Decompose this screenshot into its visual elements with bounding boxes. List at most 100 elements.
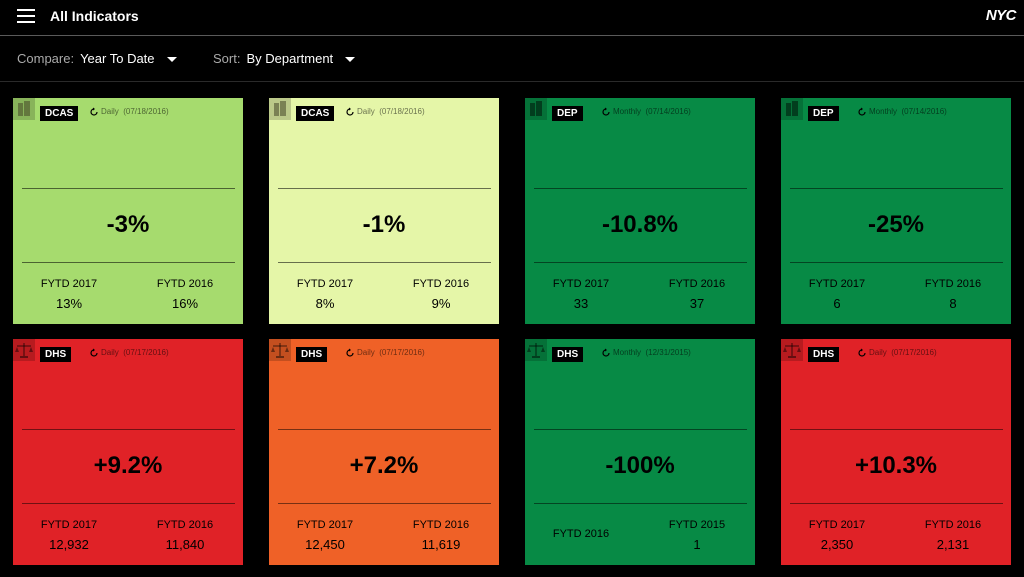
period-previous: FYTD 2016 16% xyxy=(135,278,235,311)
scales-icon xyxy=(525,339,547,361)
period-previous-value: 16% xyxy=(171,296,199,311)
period-previous-value: 11,840 xyxy=(165,537,205,552)
update-date: (07/17/2016) xyxy=(379,348,425,357)
period-current-value: 12,932 xyxy=(49,537,89,552)
period-previous-label: FYTD 2016 xyxy=(156,278,214,290)
indicator-card[interactable]: DEP Monthly (07/14/2016) -25% FYTD 2017 … xyxy=(781,98,1011,324)
period-current-label: FYTD 2017 xyxy=(40,278,98,290)
update-date: (12/31/2015) xyxy=(645,348,691,357)
department-badge: DCAS xyxy=(40,106,79,121)
indicator-card[interactable]: DHS Monthly (12/31/2015) -100% FYTD 2016… xyxy=(525,339,755,565)
department-badge: DHS xyxy=(40,347,72,362)
refresh-icon xyxy=(345,348,357,357)
compare-value: Year To Date xyxy=(80,51,155,66)
period-previous-label: FYTD 2016 xyxy=(156,519,214,531)
update-frequency: Daily (07/17/2016) xyxy=(89,347,169,359)
period-current-label: FYTD 2017 xyxy=(808,278,866,290)
change-percent: +7.2% xyxy=(349,452,419,479)
compare-label: Compare: xyxy=(17,51,75,66)
card-header: DHS Daily (07/17/2016) xyxy=(781,339,1011,362)
period-current-label: FYTD 2017 xyxy=(40,519,98,531)
frequency-label: Daily xyxy=(101,348,119,357)
period-current: FYTD 2017 12,932 xyxy=(19,519,119,552)
indicator-card[interactable]: DCAS Daily (07/18/2016) -3% FYTD 2017 13… xyxy=(13,98,243,324)
scales-icon xyxy=(13,339,35,361)
card-header: DHS Daily (07/17/2016) xyxy=(13,339,243,362)
update-date: (07/17/2016) xyxy=(123,348,169,357)
divider xyxy=(534,188,747,189)
chevron-down-icon xyxy=(345,57,356,63)
update-frequency: Daily (07/17/2016) xyxy=(345,347,425,359)
period-current: FYTD 2017 8% xyxy=(275,278,375,311)
period-current-label: FYTD 2017 xyxy=(808,519,866,531)
nyc-logo[interactable]: NYC xyxy=(985,7,1017,24)
update-date: (07/14/2016) xyxy=(645,107,691,116)
scales-icon xyxy=(781,339,803,361)
period-current: FYTD 2017 13% xyxy=(19,278,119,311)
update-frequency: Monthly (07/14/2016) xyxy=(857,106,947,118)
period-previous-value: 37 xyxy=(689,296,705,311)
period-current: FYTD 2017 6 xyxy=(787,278,887,311)
divider xyxy=(22,429,235,430)
update-date: (07/14/2016) xyxy=(901,107,947,116)
period-previous-value: 9% xyxy=(431,296,451,311)
divider xyxy=(278,503,491,504)
period-current-label: FYTD 2017 xyxy=(296,519,354,531)
divider xyxy=(22,503,235,504)
card-header: DHS Monthly (12/31/2015) xyxy=(525,339,755,362)
divider xyxy=(790,188,1003,189)
indicator-card[interactable]: DHS Daily (07/17/2016) +9.2% FYTD 2017 1… xyxy=(13,339,243,565)
page-title: All Indicators xyxy=(50,8,139,24)
change-percent: -100% xyxy=(605,452,675,479)
period-previous: FYTD 2015 1 xyxy=(647,519,747,552)
period-current-value: 8% xyxy=(315,296,335,311)
frequency-label: Daily xyxy=(357,107,375,116)
sort-value: By Department xyxy=(246,51,334,66)
period-current-label: FYTD 2016 xyxy=(552,528,610,540)
period-current-value: 12,450 xyxy=(305,537,345,552)
hamburger-menu-icon[interactable] xyxy=(17,9,35,23)
card-header: DCAS Daily (07/18/2016) xyxy=(13,98,243,121)
sort-label: Sort: xyxy=(213,51,241,66)
refresh-icon xyxy=(601,107,613,116)
period-previous-label: FYTD 2016 xyxy=(412,278,470,290)
indicator-card[interactable]: DEP Monthly (07/14/2016) -10.8% FYTD 201… xyxy=(525,98,755,324)
change-percent: +9.2% xyxy=(93,452,163,479)
divider xyxy=(22,188,235,189)
update-date: (07/18/2016) xyxy=(379,107,425,116)
period-current-value: 13% xyxy=(55,296,83,311)
building-icon xyxy=(525,98,547,120)
divider xyxy=(278,429,491,430)
indicator-card[interactable]: DHS Daily (07/17/2016) +7.2% FYTD 2017 1… xyxy=(269,339,499,565)
period-current-value: 33 xyxy=(573,296,589,311)
chevron-down-icon xyxy=(166,57,177,63)
divider xyxy=(278,188,491,189)
frequency-label: Monthly xyxy=(613,348,642,357)
period-previous-label: FYTD 2016 xyxy=(924,278,982,290)
period-previous-label: FYTD 2016 xyxy=(412,519,470,531)
department-badge: DHS xyxy=(808,347,840,362)
update-frequency: Daily (07/18/2016) xyxy=(89,106,169,118)
department-badge: DHS xyxy=(296,347,328,362)
period-previous: FYTD 2016 2,131 xyxy=(903,519,1003,552)
divider xyxy=(534,429,747,430)
toolbar-divider xyxy=(0,81,1024,82)
period-current: FYTD 2016 xyxy=(531,528,631,540)
building-icon xyxy=(13,98,35,120)
indicator-card[interactable]: DHS Daily (07/17/2016) +10.3% FYTD 2017 … xyxy=(781,339,1011,565)
indicator-card[interactable]: DCAS Daily (07/18/2016) -1% FYTD 2017 8%… xyxy=(269,98,499,324)
building-icon xyxy=(269,98,291,120)
compare-dropdown[interactable]: Compare: Year To Date xyxy=(17,51,177,66)
period-previous: FYTD 2016 11,619 xyxy=(391,519,491,552)
department-badge: DEP xyxy=(808,106,839,121)
update-frequency: Daily (07/17/2016) xyxy=(857,347,937,359)
change-percent: -3% xyxy=(106,211,150,238)
period-previous-value: 11,619 xyxy=(421,537,461,552)
period-previous-value: 1 xyxy=(693,537,701,552)
update-date: (07/18/2016) xyxy=(123,107,169,116)
toolbar: Compare: Year To Date Sort: By Department xyxy=(0,38,1024,80)
period-current: FYTD 2017 12,450 xyxy=(275,519,375,552)
period-previous: FYTD 2016 8 xyxy=(903,278,1003,311)
sort-dropdown[interactable]: Sort: By Department xyxy=(213,51,356,66)
update-frequency: Monthly (07/14/2016) xyxy=(601,106,691,118)
